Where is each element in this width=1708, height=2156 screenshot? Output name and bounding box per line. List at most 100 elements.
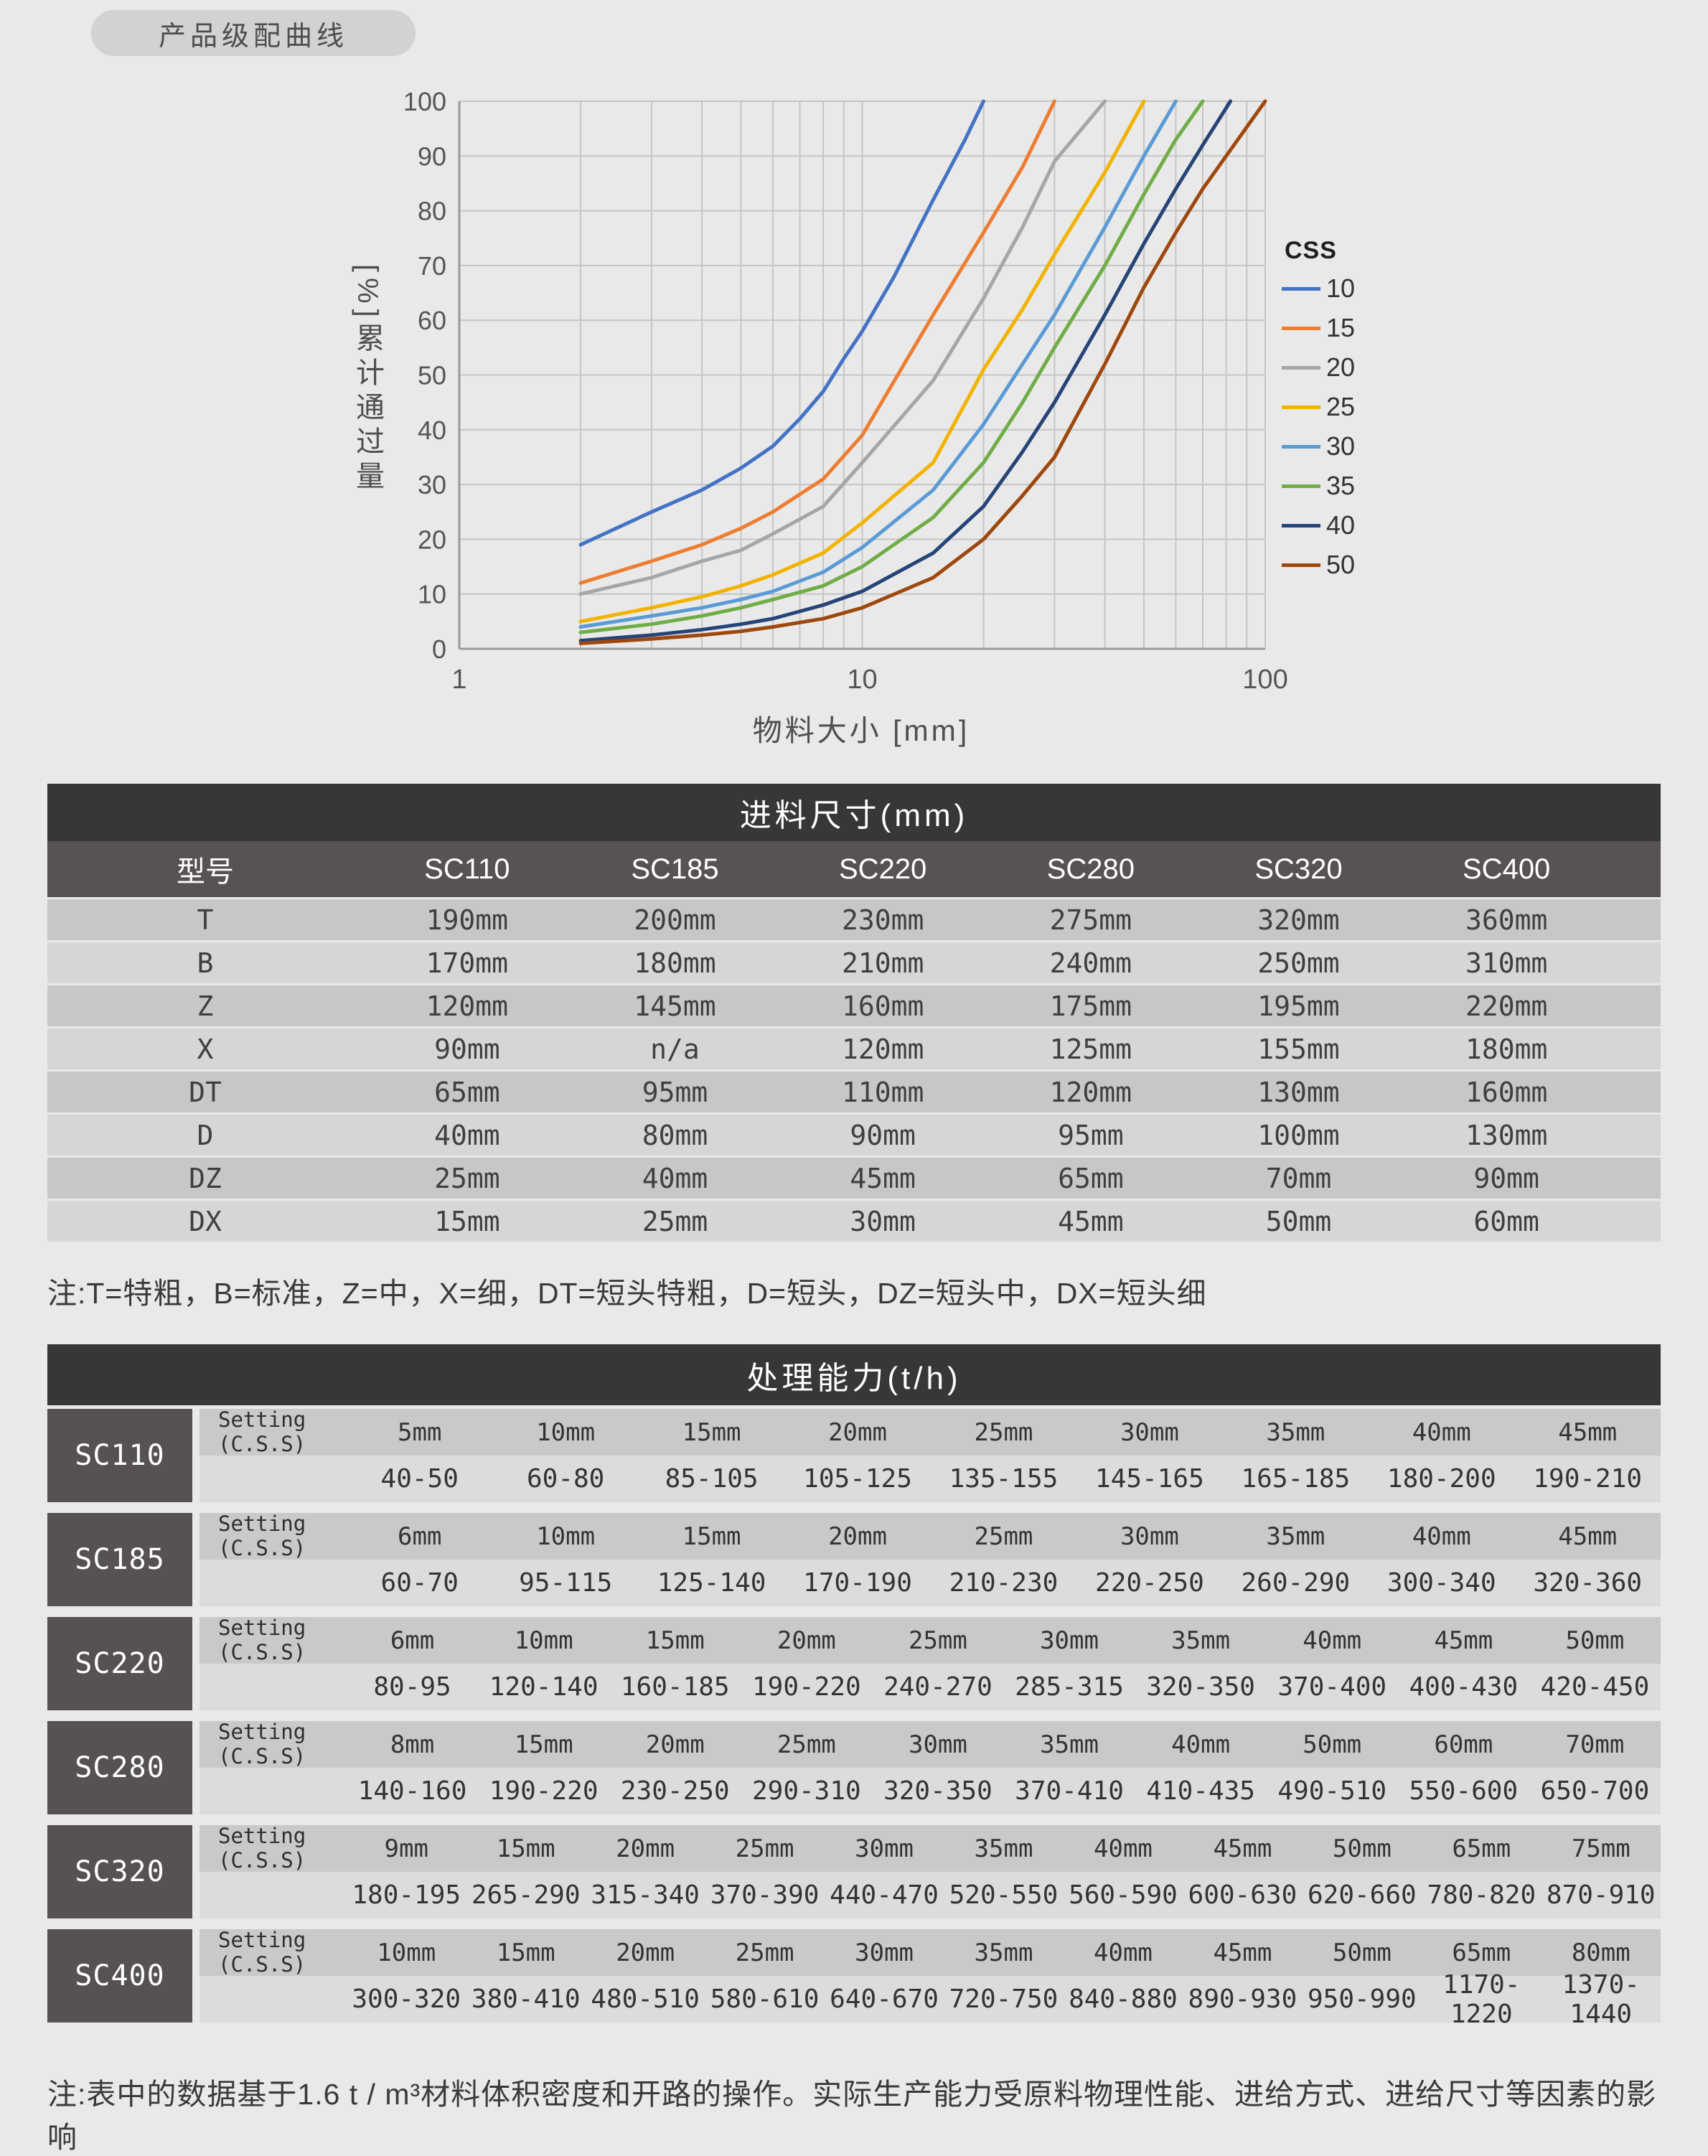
capacity-model-label: SC185 bbox=[47, 1513, 192, 1606]
capacity-setting-cell: 6mm bbox=[398, 1522, 442, 1551]
setting-css-label: Setting (C.S.S) bbox=[200, 1824, 347, 1873]
capacity-content: Setting (C.S.S) 10mm 15mm 20mm 25mm 30mm 35mm 40… bbox=[200, 1928, 1661, 2029]
setting-label-line1: Setting bbox=[218, 1824, 306, 1849]
legend-label: 40 bbox=[1326, 510, 1356, 540]
feed-cell: 210mm bbox=[841, 947, 924, 979]
capacity-setting-cell: 25mm bbox=[735, 1834, 794, 1863]
y-tick-40: 40 bbox=[418, 416, 446, 445]
feed-cell: 275mm bbox=[1049, 904, 1132, 936]
feed-cell: 195mm bbox=[1257, 990, 1340, 1022]
capacity-value-cell: 190-220 bbox=[751, 1672, 861, 1702]
capacity-model-label: SC110 bbox=[47, 1409, 192, 1502]
capacity-values-row: 140-160 190-220 230-250 290-310 320-350 370-4… bbox=[200, 1768, 1661, 1814]
capacity-setting-cell: 40mm bbox=[1412, 1417, 1471, 1447]
feed-cell: 100mm bbox=[1257, 1119, 1340, 1151]
feed-cell: 175mm bbox=[1049, 990, 1132, 1022]
capacity-setting-cell: 6mm bbox=[390, 1626, 435, 1655]
legend-swatch bbox=[1282, 484, 1320, 488]
setting-css-label: Setting (C.S.S) bbox=[200, 1407, 347, 1456]
feed-cell: 190mm bbox=[426, 904, 509, 936]
feed-cell: 65mm bbox=[434, 1076, 500, 1108]
feed-row-label: DX bbox=[189, 1205, 222, 1237]
capacity-settings-row: Setting (C.S.S) 10mm 15mm 20mm 25mm 30mm 35mm 40… bbox=[200, 1928, 1661, 1976]
capacity-value-cell: 480-510 bbox=[591, 1984, 700, 2014]
feed-table-note: 注:T=特粗，B=标准，Z=中，X=细，DT=短头特粗，D=短头，DZ=短头中，… bbox=[47, 1277, 1207, 1310]
legend-title: CSS bbox=[1285, 237, 1337, 264]
capacity-setting-cell: 60mm bbox=[1434, 1730, 1493, 1759]
y-tick-20: 20 bbox=[418, 525, 446, 554]
capacity-setting-cell: 45mm bbox=[1434, 1626, 1493, 1655]
feed-row-X: X 90mm n/a 120mm 125mm 155mm 180mm bbox=[47, 1028, 1661, 1069]
capacity-value-cell: 1370-1440 bbox=[1562, 1969, 1640, 2029]
feed-row-label: X bbox=[197, 1033, 214, 1065]
legend-swatch bbox=[1282, 444, 1320, 449]
capacity-setting-cell: 25mm bbox=[974, 1522, 1033, 1551]
capacity-setting-cell: 15mm bbox=[645, 1626, 705, 1655]
legend-item: 50 bbox=[1282, 550, 1404, 579]
legend-label: 20 bbox=[1326, 352, 1356, 382]
capacity-content: Setting (C.S.S) 6mm 10mm 15mm 20mm 25mm 30mm 35m… bbox=[200, 1616, 1661, 1710]
legend-swatch bbox=[1282, 286, 1320, 291]
capacity-setting-cell: 30mm bbox=[1040, 1626, 1099, 1655]
feed-row-label: DT bbox=[189, 1076, 222, 1108]
capacity-setting-cell: 45mm bbox=[1558, 1522, 1618, 1551]
feed-cell: 95mm bbox=[1058, 1119, 1124, 1151]
feed-cell: 170mm bbox=[426, 947, 509, 979]
feed-row-label: T bbox=[197, 904, 214, 936]
capacity-value-cell: 165-185 bbox=[1241, 1464, 1351, 1494]
setting-label-line2: (C.S.S) bbox=[218, 1847, 306, 1873]
capacity-setting-cell: 35mm bbox=[1266, 1417, 1325, 1447]
capacity-setting-cell: 9mm bbox=[384, 1834, 428, 1863]
capacity-value-cell: 40-50 bbox=[380, 1464, 459, 1494]
capacity-setting-cell: 45mm bbox=[1558, 1417, 1618, 1447]
capacity-value-cell: 380-410 bbox=[471, 1984, 581, 2014]
setting-label-line1: Setting bbox=[218, 1407, 306, 1433]
capacity-setting-cell: 50mm bbox=[1565, 1626, 1625, 1655]
feed-row-label: DZ bbox=[189, 1162, 222, 1194]
capacity-setting-cell: 80mm bbox=[1571, 1938, 1630, 1967]
y-tick-70: 70 bbox=[418, 251, 446, 281]
capacity-block-SC400: SC400 Setting (C.S.S) 10mm 15mm 20mm 25mm 30mm 3… bbox=[47, 1928, 1661, 2029]
y-tick-0: 0 bbox=[432, 634, 446, 664]
capacity-value-cell: 300-340 bbox=[1386, 1568, 1496, 1598]
capacity-value-cell: 265-290 bbox=[471, 1880, 581, 1910]
legend-item: 40 bbox=[1282, 510, 1404, 540]
feed-header-cell-2: SC185 bbox=[631, 853, 719, 885]
capacity-setting-cell: 45mm bbox=[1213, 1938, 1272, 1967]
capacity-value-cell: 190-210 bbox=[1533, 1464, 1643, 1494]
feed-table-body: T 190mm 200mm 230mm 275mm 320mm 360mm B 170mm 180… bbox=[47, 899, 1661, 1242]
capacity-value-cell: 220-250 bbox=[1095, 1568, 1204, 1598]
capacity-setting-cell: 20mm bbox=[616, 1834, 675, 1863]
feed-header-cell-3: SC220 bbox=[839, 853, 927, 885]
feed-row-label: D bbox=[197, 1119, 214, 1151]
legend-label: 30 bbox=[1326, 431, 1356, 461]
curve-css-15 bbox=[578, 99, 1056, 585]
capacity-setting-cell: 70mm bbox=[1565, 1730, 1625, 1759]
feed-row-D: D 40mm 80mm 90mm 95mm 100mm 130mm bbox=[47, 1115, 1661, 1156]
feed-cell: 180mm bbox=[634, 947, 716, 979]
capacity-setting-cell: 25mm bbox=[776, 1730, 836, 1759]
capacity-block-SC110: SC110 Setting (C.S.S) 5mm 10mm 15mm 20mm 25mm 30… bbox=[47, 1407, 1661, 1502]
feed-cell: 80mm bbox=[642, 1119, 708, 1151]
capacity-model-label: SC400 bbox=[47, 1929, 192, 2023]
capacity-setting-cell: 30mm bbox=[855, 1938, 914, 1967]
feed-cell: 130mm bbox=[1465, 1119, 1548, 1151]
capacity-content: Setting (C.S.S) 8mm 15mm 20mm 25mm 30mm 35mm 40m… bbox=[200, 1720, 1661, 1814]
y-tick-30: 30 bbox=[418, 470, 446, 500]
capacity-value-cell: 140-160 bbox=[357, 1776, 467, 1806]
feed-row-DZ: DZ 25mm 40mm 45mm 65mm 70mm 90mm bbox=[47, 1158, 1661, 1199]
capacity-value-cell: 370-410 bbox=[1015, 1776, 1124, 1806]
feed-cell: 40mm bbox=[642, 1162, 708, 1194]
legend-label: 10 bbox=[1326, 273, 1356, 303]
feed-cell: 125mm bbox=[1049, 1033, 1132, 1065]
capacity-value-cell: 180-200 bbox=[1386, 1464, 1496, 1494]
capacity-block-SC185: SC185 Setting (C.S.S) 6mm 10mm 15mm 20mm 25mm 30… bbox=[47, 1511, 1661, 1606]
capacity-value-cell: 640-670 bbox=[830, 1984, 939, 2014]
feed-header-cell-0: 型号 bbox=[177, 856, 234, 888]
capacity-value-cell: 80-95 bbox=[373, 1672, 451, 1702]
capacity-value-cell: 180-195 bbox=[352, 1880, 461, 1910]
capacity-setting-cell: 65mm bbox=[1452, 1938, 1511, 1967]
feed-cell: 110mm bbox=[841, 1076, 924, 1108]
capacity-value-cell: 60-70 bbox=[380, 1568, 459, 1598]
capacity-block-SC280: SC280 Setting (C.S.S) 8mm 15mm 20mm 25mm 30mm 35… bbox=[47, 1720, 1661, 1814]
